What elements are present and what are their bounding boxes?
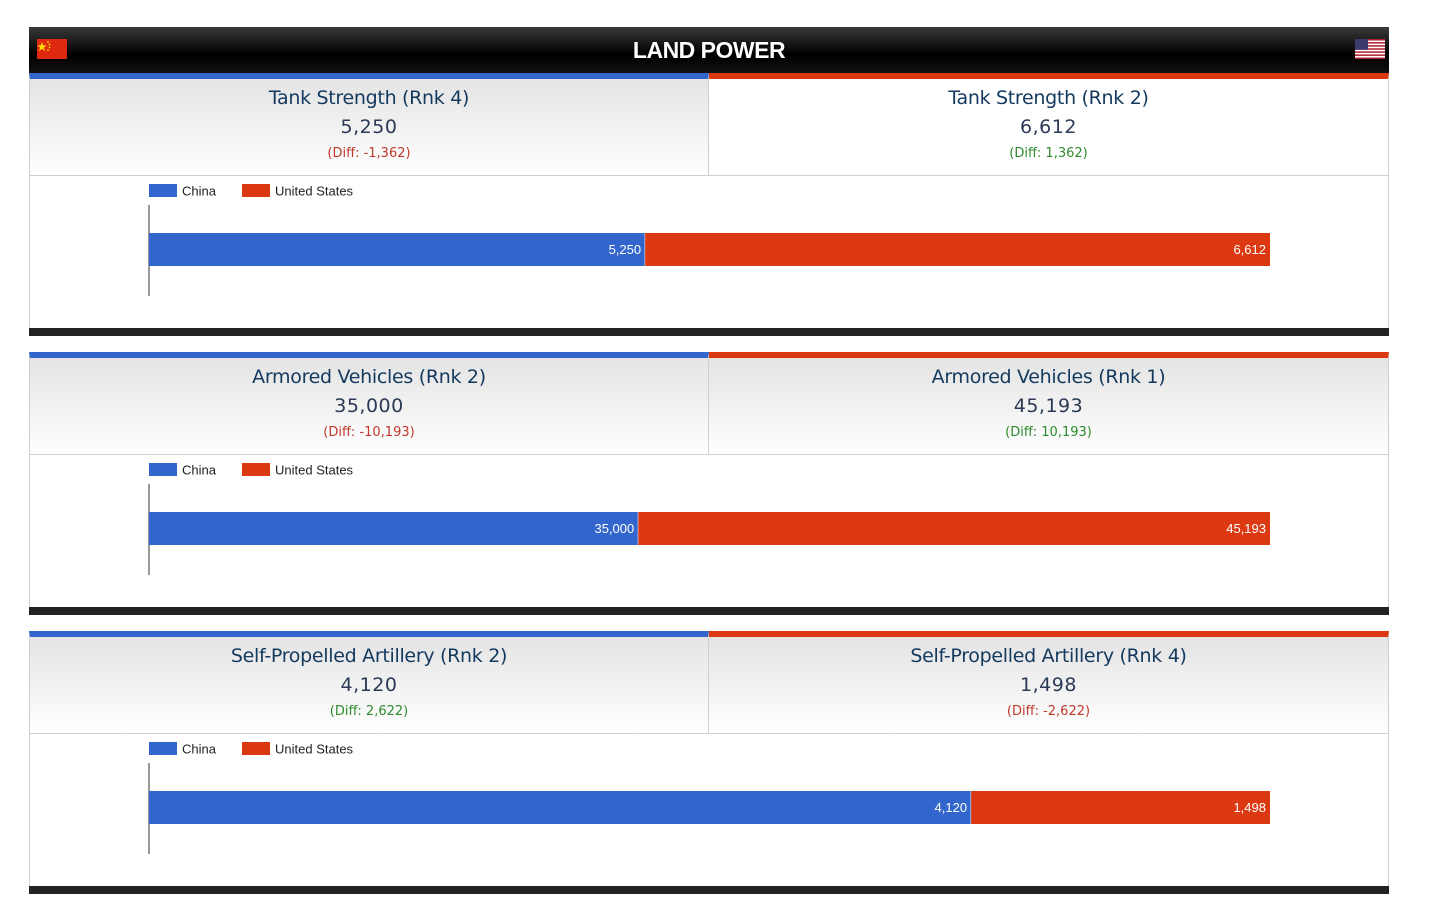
united-states-bar[interactable] — [645, 233, 1270, 266]
legend-label: China — [182, 742, 217, 757]
united-states-bar[interactable] — [971, 791, 1270, 824]
china-bar[interactable] — [149, 233, 646, 266]
bar-value-label: 1,498 — [1233, 800, 1266, 815]
section-divider — [29, 886, 1389, 894]
stat-value: 45,193 — [1013, 395, 1084, 417]
stat-value: 5,250 — [340, 116, 398, 138]
stat-title: Self-Propelled Artillery (Rnk 2) — [230, 645, 508, 667]
comparison-chart: China United States 35,000 45,193 — [29, 455, 1389, 607]
stat-section: Armored Vehicles (Rnk 2) 35,000 (Diff: -… — [29, 352, 1389, 631]
bar-value-label: 6,612 — [1233, 242, 1266, 257]
comparison-chart: China United States 5,250 6,612 — [29, 176, 1389, 328]
stat-title: Armored Vehicles (Rnk 2) — [252, 366, 486, 388]
united-states-stat-panel: Tank Strength (Rnk 2) 6,612 (Diff: 1,362… — [709, 73, 1389, 176]
bar-value-label: 35,000 — [594, 521, 634, 536]
china-stat-panel: Tank Strength (Rnk 4) 5,250 (Diff: -1,36… — [29, 73, 709, 176]
bar-value-label: 4,120 — [935, 800, 968, 815]
legend-label: China — [182, 184, 217, 199]
legend-swatch — [242, 184, 270, 197]
legend-label: United States — [275, 742, 354, 757]
bar-value-label: 45,193 — [1226, 521, 1266, 536]
comparison-chart: China United States 4,120 1,498 — [29, 734, 1389, 886]
legend-label: United States — [275, 463, 354, 478]
stat-diff: (Diff: -2,622) — [1006, 704, 1091, 719]
legend-label: United States — [275, 184, 354, 199]
land-power-panel: LAND POWER Tank Strength (Rnk 4) 5,250 (… — [29, 27, 1389, 910]
stat-section: Self-Propelled Artillery (Rnk 2) 4,120 (… — [29, 631, 1389, 910]
united-states-stat-panel: Self-Propelled Artillery (Rnk 4) 1,498 (… — [709, 631, 1389, 734]
legend-label: China — [182, 463, 217, 478]
china-stat-panel: Self-Propelled Artillery (Rnk 2) 4,120 (… — [29, 631, 709, 734]
stat-row: Tank Strength (Rnk 4) 5,250 (Diff: -1,36… — [29, 73, 1389, 184]
legend-swatch — [242, 742, 270, 755]
stat-title: Armored Vehicles (Rnk 1) — [931, 366, 1166, 388]
section-divider — [29, 328, 1389, 336]
section-header: LAND POWER — [29, 27, 1389, 73]
bar-value-label: 5,250 — [609, 242, 642, 257]
united-states-stat-panel: Armored Vehicles (Rnk 1) 45,193 (Diff: 1… — [709, 352, 1389, 455]
stat-title: Self-Propelled Artillery (Rnk 4) — [910, 645, 1187, 667]
legend-swatch — [149, 184, 177, 197]
stat-title: Tank Strength (Rnk 2) — [948, 87, 1149, 109]
china-bar[interactable] — [149, 791, 972, 824]
china-stat-panel: Armored Vehicles (Rnk 2) 35,000 (Diff: -… — [29, 352, 709, 455]
chart-svg: China United States 4,120 1,498 — [148, 742, 1270, 854]
china-flag-icon — [37, 39, 67, 59]
stat-row: Armored Vehicles (Rnk 2) 35,000 (Diff: -… — [29, 352, 1389, 463]
stat-value: 35,000 — [334, 395, 404, 417]
stat-value: 6,612 — [1020, 116, 1077, 138]
page-title: LAND POWER — [632, 37, 786, 63]
stat-section: Tank Strength (Rnk 4) 5,250 (Diff: -1,36… — [29, 73, 1389, 352]
stat-value: 1,498 — [1020, 674, 1077, 696]
legend-swatch — [242, 463, 270, 476]
stat-value: 4,120 — [340, 674, 398, 696]
stat-title: Tank Strength (Rnk 4) — [268, 87, 470, 109]
china-bar[interactable] — [149, 512, 639, 545]
united-states-flag-icon — [1355, 39, 1385, 59]
section-divider — [29, 607, 1389, 615]
stat-diff: (Diff: -1,362) — [327, 146, 411, 161]
stat-diff: (Diff: 2,622) — [329, 704, 409, 719]
united-states-bar[interactable] — [638, 512, 1270, 545]
stat-row: Self-Propelled Artillery (Rnk 2) 4,120 (… — [29, 631, 1389, 742]
stat-diff: (Diff: 10,193) — [1005, 425, 1092, 440]
legend-swatch — [149, 463, 177, 476]
stat-diff: (Diff: -10,193) — [323, 425, 415, 440]
chart-svg: China United States 5,250 6,612 — [148, 184, 1270, 296]
stat-diff: (Diff: 1,362) — [1009, 146, 1088, 161]
legend-swatch — [149, 742, 177, 755]
chart-svg: China United States 35,000 45,193 — [148, 463, 1270, 575]
